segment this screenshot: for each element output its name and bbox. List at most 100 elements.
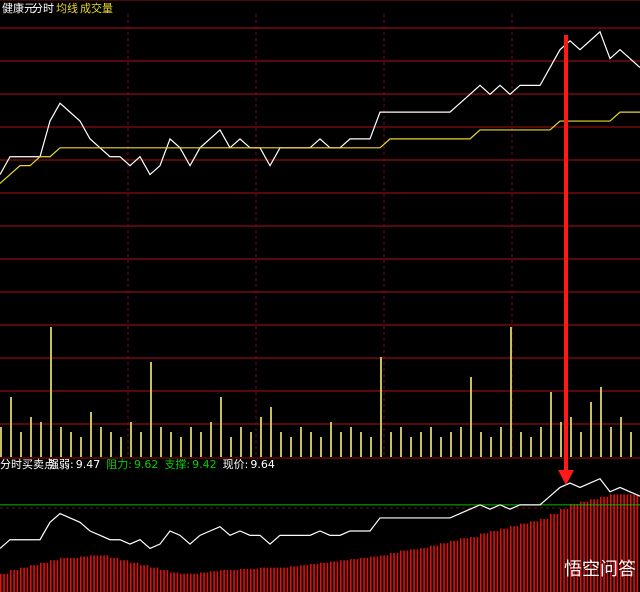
indicator-bar	[150, 567, 152, 592]
volume-bar	[30, 417, 32, 457]
volume-bar	[110, 432, 112, 457]
indicator-bar	[446, 543, 449, 592]
indicator-bar	[366, 557, 369, 592]
indicator-bar	[353, 559, 355, 592]
volume-bar	[530, 437, 532, 457]
volume-bar	[510, 327, 512, 457]
indicator-bar	[110, 557, 112, 592]
indicator-label: 强弱:	[48, 458, 74, 471]
watermark: 悟空问答	[564, 559, 636, 580]
indicator-bar	[153, 567, 155, 592]
indicator-bar	[373, 556, 375, 592]
volume-bar	[610, 427, 612, 457]
indicator-bar	[26, 567, 29, 592]
indicator-bar	[576, 504, 579, 592]
indicator-bar	[616, 494, 619, 592]
indicator-bar	[403, 550, 405, 592]
indicator-bar	[306, 565, 309, 592]
volume-bar	[0, 427, 2, 457]
indicator-bar	[40, 562, 42, 592]
indicator-bar	[303, 565, 305, 592]
indicator-bar	[183, 573, 185, 592]
indicator-bar	[106, 555, 109, 592]
volume-bar	[160, 427, 162, 457]
indicator-value: 9.42	[192, 458, 217, 471]
indicator-bar	[43, 562, 45, 592]
indicator-bar	[530, 521, 532, 592]
volume-bar	[100, 427, 102, 457]
indicator-bar	[93, 555, 95, 592]
indicator-value: 9.64	[250, 458, 275, 471]
indicator-bar	[603, 496, 605, 592]
volume-bar	[380, 357, 382, 457]
indicator-bar	[100, 555, 102, 592]
indicator-bar	[326, 562, 329, 592]
volume-bar	[280, 432, 282, 457]
volume-bar	[250, 432, 252, 457]
indicator-bar	[343, 560, 345, 592]
indicator-bar	[23, 567, 25, 592]
indicator-bar	[440, 543, 442, 592]
indicator-label: 阻力:	[106, 458, 132, 471]
volume-bar	[340, 432, 342, 457]
indicator-label: 现价:	[223, 458, 249, 471]
indicator-bar	[180, 573, 182, 592]
indicator-bar	[483, 533, 485, 592]
indicator-bar	[430, 545, 432, 592]
volume-bar	[60, 427, 62, 457]
indicator-bar	[496, 531, 499, 592]
indicator-bar	[526, 523, 529, 592]
indicator-bar	[130, 562, 132, 592]
volume-bar	[310, 432, 312, 457]
indicator-bar	[586, 501, 589, 592]
indicator-bar	[240, 568, 242, 592]
indicator-bar	[413, 549, 415, 592]
indicator-bar	[593, 499, 595, 592]
indicator-bar	[66, 557, 69, 592]
indicator-bar	[123, 560, 125, 592]
indicator-bar	[133, 562, 135, 592]
indicator-bar	[336, 561, 339, 592]
volume-bar	[300, 427, 302, 457]
indicator-bar	[170, 572, 172, 592]
indicator-bar	[96, 555, 99, 592]
volume-bar	[180, 437, 182, 457]
indicator-bar	[73, 557, 75, 592]
indicator-bar	[143, 565, 145, 592]
indicator-bar	[83, 556, 85, 592]
indicator-bar	[293, 566, 295, 592]
volume-bar	[410, 437, 412, 457]
indicator-bar	[380, 555, 382, 592]
indicator-bar	[466, 538, 469, 592]
indicator-bar	[533, 521, 535, 592]
indicator-bar	[283, 567, 285, 592]
indicator-bar	[350, 559, 352, 592]
indicator-bar	[486, 533, 489, 592]
indicator-bar	[443, 543, 445, 592]
indicator-bar	[210, 571, 212, 592]
indicator-bar	[386, 555, 389, 592]
volume-bar	[400, 427, 402, 457]
indicator-bar	[433, 545, 435, 592]
indicator-bar	[90, 555, 92, 592]
legend-entry: 成交量	[80, 1, 113, 15]
indicator-bar	[323, 562, 325, 592]
stock-name: 健康元	[2, 1, 35, 15]
volume-bar	[600, 387, 602, 457]
indicator-bar	[520, 523, 522, 592]
volume-bar	[360, 432, 362, 457]
legend-entry: 均线	[56, 1, 78, 15]
volume-bar	[320, 437, 322, 457]
indicator-bar	[136, 562, 139, 592]
indicator-bar	[333, 561, 335, 592]
indicator-bar	[233, 570, 235, 592]
indicator-bar	[410, 549, 412, 592]
indicator-bar	[360, 557, 362, 592]
volume-bar	[70, 432, 72, 457]
indicator-bar	[280, 567, 282, 592]
indicator-bar	[610, 494, 612, 592]
volume-bar	[40, 422, 42, 457]
indicator-bar	[46, 562, 49, 592]
indicator-bar	[540, 518, 542, 592]
volume-bar	[330, 422, 332, 457]
